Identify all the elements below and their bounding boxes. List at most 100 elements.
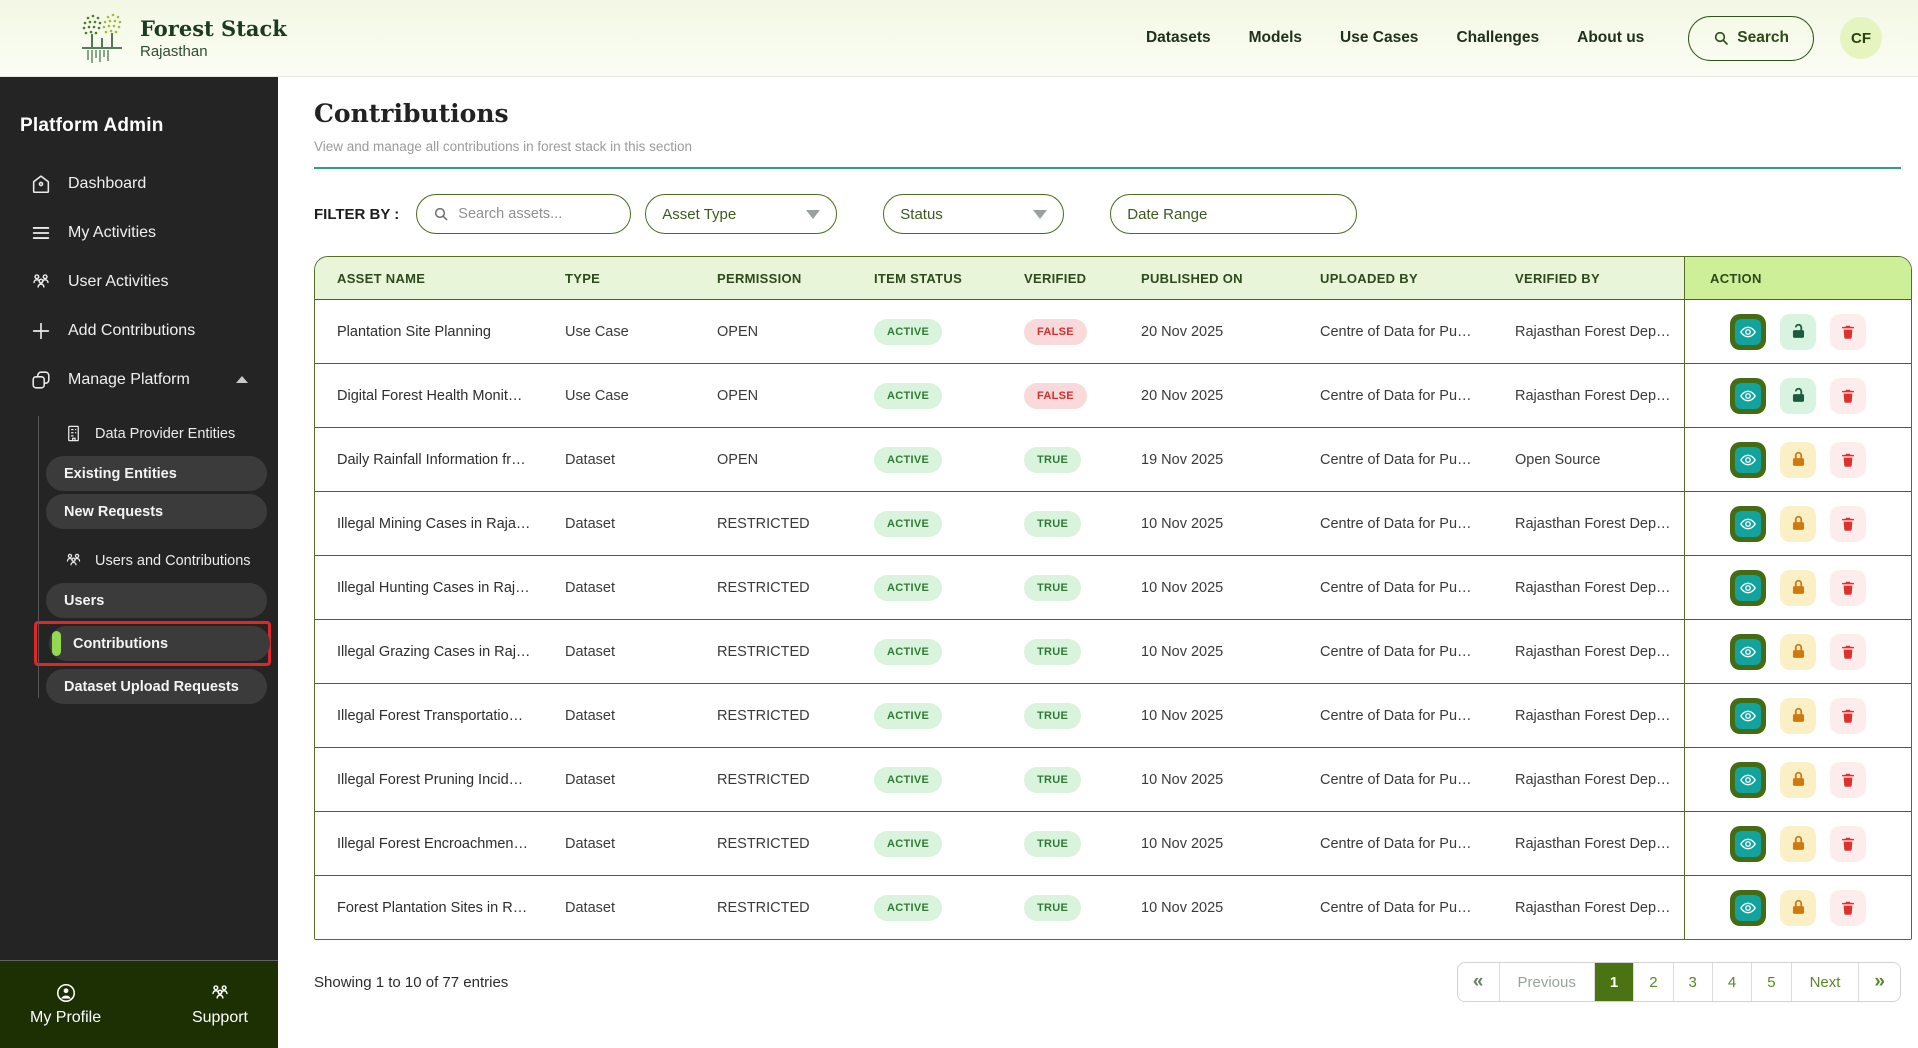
cell-type: Dataset [565, 451, 615, 468]
sidebar-item-dataset-upload-requests[interactable]: Dataset Upload Requests [46, 669, 267, 704]
sidebar-item-my-activities[interactable]: My Activities [0, 208, 278, 257]
submenu-data-provider-entities[interactable]: Data Provider Entities [38, 414, 278, 453]
page-button-1[interactable]: 1 [1594, 963, 1635, 1001]
nav-item-challenges[interactable]: Challenges [1456, 29, 1540, 46]
cell-item-status: ACTIVE [874, 830, 1024, 857]
trash-icon [1841, 453, 1855, 467]
users-group-icon [66, 553, 81, 566]
support-users-icon [212, 985, 228, 999]
delete-button[interactable] [1830, 633, 1866, 670]
nav-item-datasets[interactable]: Datasets [1145, 29, 1211, 46]
view-button[interactable] [1730, 569, 1766, 606]
delete-button[interactable] [1830, 569, 1866, 606]
delete-button[interactable] [1830, 313, 1866, 350]
nav-item-models[interactable]: Models [1248, 29, 1303, 46]
sidebar-item-user-activities[interactable]: User Activities [0, 257, 278, 306]
cell-verified-by: Rajasthan Forest Dep… [1515, 323, 1671, 340]
sidebar-item-add-contributions[interactable]: Add Contributions [0, 306, 278, 355]
sidebar-item-dashboard[interactable]: Dashboard [0, 159, 278, 208]
view-button[interactable] [1730, 633, 1766, 670]
sidebar-item-existing-entities[interactable]: Existing Entities [46, 456, 267, 491]
view-button[interactable] [1730, 377, 1766, 414]
eye-icon [1735, 766, 1761, 793]
view-button[interactable] [1730, 697, 1766, 734]
date-range-field[interactable]: Date Range [1110, 194, 1358, 234]
delete-button[interactable] [1830, 889, 1866, 926]
view-button[interactable] [1730, 825, 1766, 862]
lock-button[interactable] [1780, 633, 1816, 670]
lock-closed-icon [1792, 451, 1804, 466]
view-button[interactable] [1730, 889, 1766, 926]
page-button-3[interactable]: 3 [1673, 963, 1713, 1001]
lock-button[interactable] [1780, 377, 1816, 414]
page-button-2[interactable]: 2 [1634, 963, 1674, 1001]
search-assets-input[interactable] [458, 206, 609, 222]
previous-page-button[interactable]: Previous [1499, 963, 1595, 1001]
cell-verified-by: Rajasthan Forest Dep… [1515, 835, 1671, 852]
page-button-5[interactable]: 5 [1752, 963, 1792, 1001]
delete-button[interactable] [1830, 441, 1866, 478]
cell-asset-name: Illegal Mining Cases in Raja… [337, 515, 531, 532]
status-dropdown[interactable]: Status [883, 194, 1065, 234]
cell-verified-by: Open Source [1515, 451, 1601, 468]
my-profile-button[interactable]: My Profile [30, 982, 101, 1027]
asset-type-dropdown[interactable]: Asset Type [645, 194, 838, 234]
delete-button[interactable] [1830, 377, 1866, 414]
lock-button[interactable] [1780, 441, 1816, 478]
sidebar-item-manage-platform[interactable]: Manage Platform [0, 355, 278, 404]
cell-verified: FALSE [1024, 382, 1141, 409]
lock-button[interactable] [1780, 825, 1816, 862]
submenu-users-and-contributions[interactable]: Users and Contributions [38, 541, 278, 580]
last-page-button[interactable]: » [1859, 963, 1900, 1001]
lock-button[interactable] [1780, 313, 1816, 350]
lock-closed-icon [1792, 515, 1804, 530]
status-badge: ACTIVE [874, 574, 943, 601]
view-button[interactable] [1730, 441, 1766, 478]
lock-button[interactable] [1780, 889, 1816, 926]
first-page-button[interactable]: « [1457, 963, 1500, 1001]
nav-item-about-us[interactable]: About us [1577, 29, 1645, 46]
sidebar-item-contributions-active[interactable]: Contributions [49, 626, 270, 661]
lock-button[interactable] [1780, 697, 1816, 734]
avatar[interactable]: CF [1840, 17, 1882, 59]
view-button[interactable] [1730, 505, 1766, 542]
verified-badge: TRUE [1024, 894, 1082, 921]
delete-button[interactable] [1830, 697, 1866, 734]
sidebar-item-new-requests[interactable]: New Requests [46, 494, 267, 529]
status-badge: ACTIVE [874, 894, 943, 921]
view-button[interactable] [1730, 761, 1766, 798]
cell-item-status: ACTIVE [874, 382, 1024, 409]
page-subtitle: View and manage all contributions in for… [314, 139, 692, 154]
nav-item-use-cases[interactable]: Use Cases [1340, 29, 1419, 46]
cell-asset-name: Forest Plantation Sites in R… [337, 899, 528, 916]
page-title: Contributions [314, 99, 509, 128]
search-button[interactable]: Search [1688, 15, 1814, 61]
search-assets-field[interactable] [416, 194, 632, 234]
cell-permission: OPEN [717, 323, 759, 340]
sidebar-footer: My Profile Support [0, 960, 278, 1048]
lock-open-icon [1792, 323, 1804, 338]
delete-button[interactable] [1830, 761, 1866, 798]
delete-button[interactable] [1830, 505, 1866, 542]
cell-item-status: ACTIVE [874, 510, 1024, 537]
delete-button[interactable] [1830, 825, 1866, 862]
next-page-button[interactable]: Next [1791, 963, 1860, 1001]
contributions-table: ASSET NAME TYPE PERMISSION ITEM STATUS V… [314, 256, 1912, 940]
lock-button[interactable] [1780, 569, 1816, 606]
lock-button[interactable] [1780, 505, 1816, 542]
table-row: Forest Plantation Sites in R… Dataset RE… [315, 875, 1911, 939]
sidebar-item-users[interactable]: Users [46, 583, 267, 618]
page-button-4[interactable]: 4 [1712, 963, 1753, 1001]
collapse-arrow-icon[interactable] [236, 376, 248, 383]
status-badge: ACTIVE [874, 446, 943, 473]
cell-verified: TRUE [1024, 894, 1141, 921]
support-button[interactable]: Support [192, 982, 248, 1027]
cell-item-status: ACTIVE [874, 638, 1024, 665]
cell-action [1684, 748, 1911, 811]
sidebar-title: Platform Admin [20, 115, 164, 136]
verified-badge: TRUE [1024, 446, 1082, 473]
view-button[interactable] [1730, 313, 1766, 350]
top-navigation: Datasets Models Use Cases Challenges Abo… [1146, 29, 1644, 47]
lock-button[interactable] [1780, 761, 1816, 798]
cell-permission: OPEN [717, 387, 759, 404]
